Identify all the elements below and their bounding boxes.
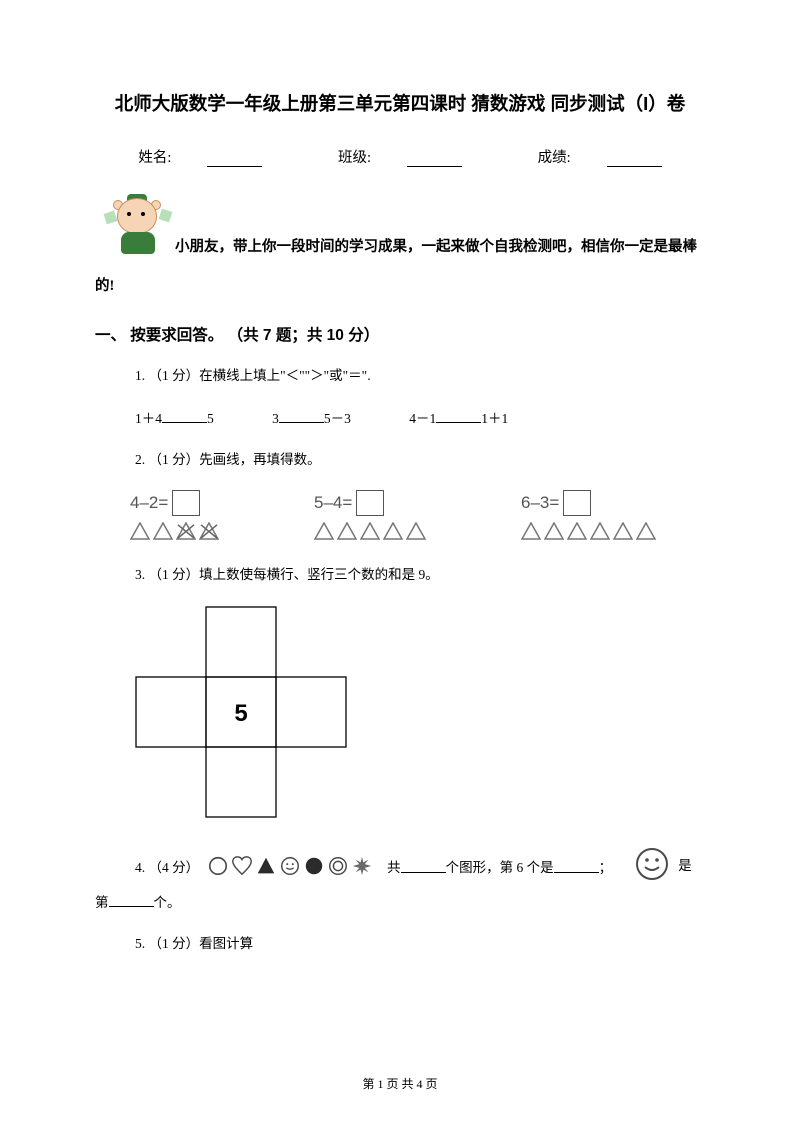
section-heading: 一、 按要求回答。 （共 7 题；共 10 分） bbox=[95, 323, 705, 345]
q1-blank-1[interactable] bbox=[162, 409, 207, 423]
q4-blank-1[interactable] bbox=[401, 859, 446, 873]
q4-t1: 共 bbox=[387, 856, 401, 876]
triangle-icon bbox=[383, 522, 403, 540]
filled-circle-icon bbox=[303, 855, 325, 877]
meta-row: 姓名: 班级: 成绩: bbox=[95, 146, 705, 167]
triangle-icon bbox=[406, 522, 426, 540]
heart-icon bbox=[231, 855, 253, 877]
big-smile-icon bbox=[634, 846, 670, 886]
q2-ans-1[interactable] bbox=[172, 490, 200, 516]
intro-line2: 的! bbox=[95, 274, 705, 295]
q4-blank-3[interactable] bbox=[109, 893, 154, 907]
q2-figures: 4–2= 5–4= 6–3= bbox=[130, 490, 705, 540]
q1-a2: 5 bbox=[207, 411, 214, 426]
q4-lead: 4. （4 分） bbox=[135, 856, 199, 876]
triangle-icon bbox=[130, 522, 150, 540]
q5-lead: 5. （1 分）看图计算 bbox=[135, 933, 705, 955]
q1-expressions: 1＋4 5 3 5－3 4－1 1＋1 bbox=[135, 407, 705, 427]
triangle-icon bbox=[590, 522, 610, 540]
triangle-icon bbox=[636, 522, 656, 540]
q4-shapes bbox=[207, 855, 373, 877]
triangle-icon bbox=[360, 522, 380, 540]
triangle-icon bbox=[314, 522, 334, 540]
q4-t4: 是 bbox=[678, 854, 692, 874]
q4-cont2: 个。 bbox=[154, 895, 181, 910]
smile-icon bbox=[279, 855, 301, 877]
q3-lead: 3. （1 分）填上数使每横行、竖行三个数的和是 9。 bbox=[135, 564, 705, 586]
q1-c: 4－1 bbox=[409, 411, 436, 426]
triangle-icon bbox=[521, 522, 541, 540]
triangle-icon bbox=[153, 522, 173, 540]
q1-b2: 5－3 bbox=[324, 411, 351, 426]
triangle-icon bbox=[337, 522, 357, 540]
name-label: 姓名: bbox=[138, 150, 171, 166]
triangle-icon bbox=[567, 522, 587, 540]
q1-b: 3 bbox=[272, 411, 279, 426]
page-title: 北师大版数学一年级上册第三单元第四课时 猜数游戏 同步测试（I）卷 bbox=[95, 90, 705, 116]
triangle-icon bbox=[544, 522, 564, 540]
q2-ans-2[interactable] bbox=[356, 490, 384, 516]
score-blank[interactable] bbox=[607, 152, 662, 167]
q4-t2: 个图形，第 6 个是 bbox=[446, 856, 554, 876]
q2-ans-3[interactable] bbox=[563, 490, 591, 516]
name-blank[interactable] bbox=[207, 152, 262, 167]
triangle-icon bbox=[255, 855, 277, 877]
q4-t3: ； bbox=[599, 856, 613, 876]
q1-blank-2[interactable] bbox=[279, 409, 324, 423]
page-footer: 第 1 页 共 4 页 bbox=[0, 1075, 800, 1092]
triangle-icon bbox=[199, 522, 219, 540]
intro-line1: 小朋友，带上你一段时间的学习成果，一起来做个自我检测吧，相信你一定是最棒 bbox=[175, 235, 705, 262]
triangle-icon bbox=[613, 522, 633, 540]
q4-cont: 第 bbox=[95, 895, 109, 910]
q1-a: 1＋4 bbox=[135, 411, 162, 426]
class-label: 班级: bbox=[338, 150, 371, 166]
q2-eq2: 5–4= bbox=[314, 493, 352, 513]
triangle-icon bbox=[176, 522, 196, 540]
score-label: 成绩: bbox=[538, 150, 571, 166]
concentric-circle-icon bbox=[327, 855, 349, 877]
sparkle-icon bbox=[351, 855, 373, 877]
q1-blank-3[interactable] bbox=[436, 409, 481, 423]
q2-eq3: 6–3= bbox=[521, 493, 559, 513]
q4-blank-2[interactable] bbox=[554, 859, 599, 873]
circle-icon bbox=[207, 855, 229, 877]
q1-lead: 1. （1 分）在横线上填上"＜""＞"或"＝". bbox=[135, 365, 705, 387]
class-blank[interactable] bbox=[407, 152, 462, 167]
q1-c2: 1＋1 bbox=[481, 411, 508, 426]
q3-cross-figure: 5 bbox=[135, 606, 705, 818]
q3-center: 5 bbox=[234, 700, 247, 727]
mascot-icon bbox=[105, 192, 175, 262]
q2-eq1: 4–2= bbox=[130, 493, 168, 513]
q2-lead: 2. （1 分）先画线，再填得数。 bbox=[135, 449, 705, 471]
